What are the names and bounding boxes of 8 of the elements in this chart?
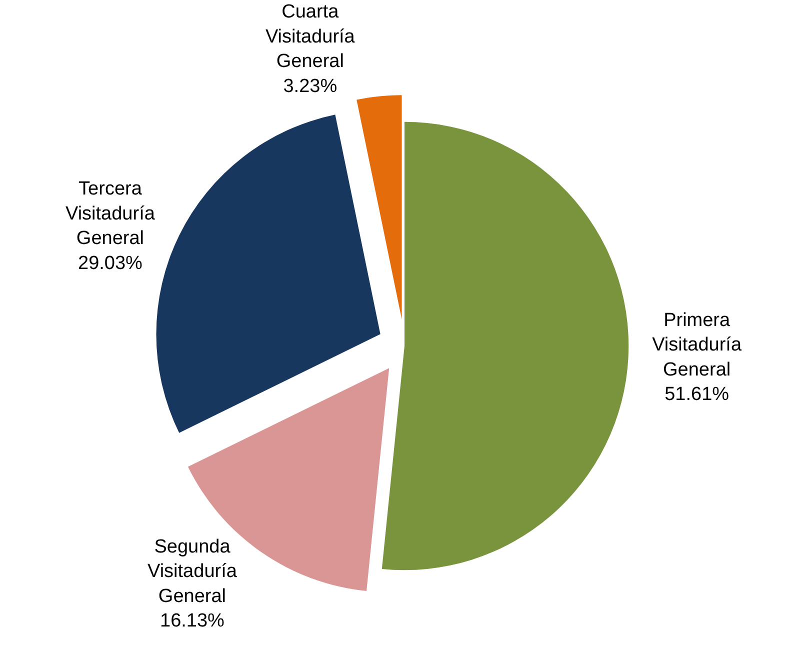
data-label: 16.13% bbox=[160, 610, 225, 632]
data-label: 3.23% bbox=[283, 76, 338, 97]
slice-label: Tercera Visitaduría General bbox=[65, 178, 156, 250]
data-label: 29.03% bbox=[78, 252, 143, 274]
slice-label: Segunda Visitaduría General bbox=[148, 536, 238, 607]
data-label: 51.61% bbox=[664, 384, 730, 405]
slice-label: Primera Visitaduría General bbox=[652, 310, 742, 380]
slice-label: Cuarta Visitaduría General bbox=[265, 2, 356, 72]
